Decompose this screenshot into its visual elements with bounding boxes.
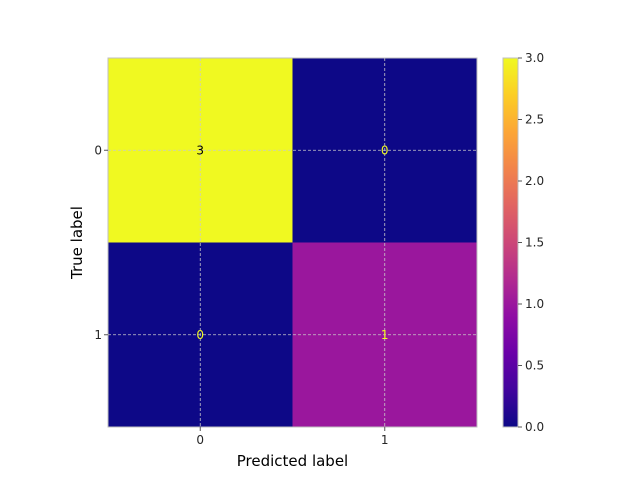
- heatmap-cells: [108, 58, 477, 427]
- y-tick-label-0: 0: [94, 143, 102, 157]
- colorbar-ticks: 0.0 0.5 1.0 1.5 2.0 2.5 3.0: [518, 51, 544, 434]
- cell-label-1-0: 0: [196, 328, 204, 342]
- grid-lines: [108, 58, 477, 427]
- colorbar-tick-label-2: 1.0: [525, 297, 544, 311]
- cell-labels: 3 0 0 1: [196, 143, 388, 342]
- cell-label-0-1: 0: [381, 143, 389, 157]
- x-axis-label: Predicted label: [237, 452, 348, 470]
- x-tick-label-1: 1: [381, 433, 389, 447]
- colorbar-tick-label-3: 1.5: [525, 236, 544, 250]
- y-tick-label-1: 1: [94, 328, 102, 342]
- colorbar: [502, 57, 519, 428]
- y-axis-ticks: 01: [94, 143, 108, 342]
- colorbar-tick-label-1: 0.5: [525, 359, 544, 373]
- x-tick-label-0: 0: [196, 433, 204, 447]
- cell-label-1-1: 1: [381, 328, 389, 342]
- plot-frame: [107, 57, 478, 428]
- colorbar-tick-label-4: 2.0: [525, 174, 544, 188]
- colorbar-tick-label-5: 2.5: [525, 113, 544, 127]
- colorbar-tick-label-6: 3.0: [525, 51, 544, 65]
- cell-label-0-0: 3: [196, 143, 204, 157]
- y-axis-label: True label: [68, 206, 86, 280]
- colorbar-tick-label-0: 0.0: [525, 420, 544, 434]
